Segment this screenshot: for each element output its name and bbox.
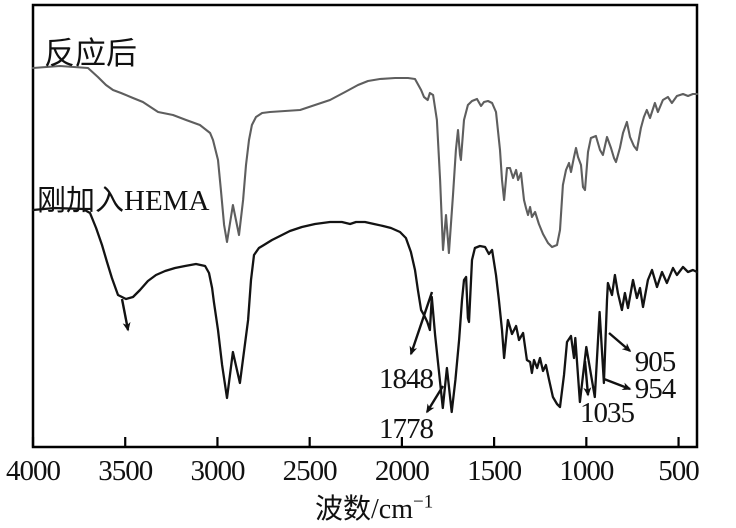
peak-label: 905 — [635, 346, 676, 378]
x-tick-label: 1000 — [559, 455, 614, 487]
curve-label-just-added-hema: 刚加入HEMA — [37, 185, 210, 217]
peak-arrow — [608, 332, 632, 352]
x-tick-label: 500 — [658, 455, 699, 487]
peak-label: 1778 — [379, 413, 434, 445]
plot-border — [31, 3, 699, 449]
spectrum-curve-0 — [31, 64, 699, 255]
x-tick-label: 2000 — [375, 455, 430, 487]
x-tick-label: 3000 — [190, 455, 245, 487]
spectrum-curve-1 — [31, 206, 699, 414]
peak-arrow — [583, 360, 592, 397]
peak-label: 1035 — [580, 397, 635, 429]
x-axis-title-text: 波数/cm — [315, 494, 413, 525]
spectra-curves — [31, 64, 699, 414]
peak-arrow — [409, 291, 434, 356]
x-tick-label: 1500 — [467, 455, 522, 487]
peak-arrow — [603, 377, 632, 391]
x-tick-label: 3500 — [98, 455, 153, 487]
x-tick-label: 2500 — [283, 455, 338, 487]
peak-arrow — [120, 298, 131, 332]
x-axis-title: 波数/cm−1 — [315, 487, 433, 527]
peak-arrow — [425, 385, 445, 414]
axis-frame: 4000 3500 3000 2500 2000 1500 1000 500 — [6, 3, 700, 487]
x-axis-title-superscript: −1 — [413, 491, 434, 513]
peak-label: 954 — [635, 373, 677, 405]
x-tick-label: 4000 — [6, 455, 61, 487]
curve-label-after-reaction: 反应后 — [44, 36, 137, 71]
peak-label: 1848 — [379, 363, 434, 395]
